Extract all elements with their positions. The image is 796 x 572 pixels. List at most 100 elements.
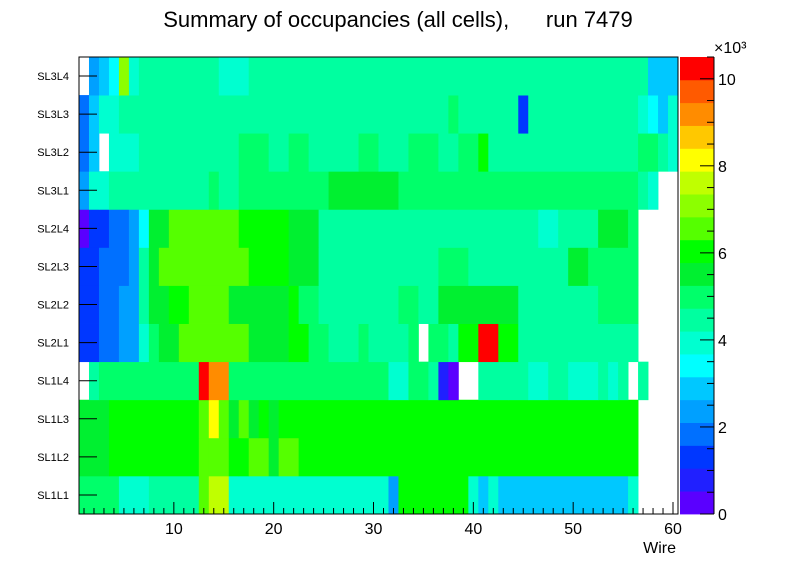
- heatmap-cell: [288, 133, 310, 172]
- heatmap-cell: [518, 171, 539, 210]
- colorbar-band: [680, 171, 714, 195]
- heatmap-cell: [488, 475, 499, 515]
- heatmap-cell: [198, 361, 210, 401]
- heatmap-cell: [428, 323, 449, 363]
- heatmap-cell: [148, 285, 170, 324]
- heatmap-cell: [388, 361, 409, 401]
- heatmap-cell: [238, 171, 329, 210]
- heatmap-cell: [448, 361, 459, 401]
- heatmap-cell: [268, 133, 290, 172]
- heatmap-cell: [108, 209, 130, 248]
- heatmap-cell: [88, 209, 110, 248]
- heatmap-cell: [198, 475, 210, 515]
- heatmap-cell: [248, 437, 270, 477]
- heatmap-cell: [498, 475, 629, 515]
- heatmap-cell: [398, 171, 459, 210]
- chart-title: Summary of occupancies (all cells), run …: [163, 7, 633, 32]
- heatmap-cell: [298, 285, 319, 324]
- heatmap-cell: [398, 475, 469, 515]
- heatmap-cell: [198, 437, 210, 477]
- heatmap-cell: [178, 361, 200, 401]
- y-axis: SL1L1 SL1L2 SL1L3 SL1L4 SL2L1 SL2L2 SL2L3 SL2L4…: [37, 71, 97, 502]
- heatmap-cell: [508, 133, 519, 172]
- heatmap-cell: [408, 361, 429, 401]
- heatmap-cell: [248, 57, 519, 96]
- x-tick-label: 40: [464, 521, 482, 538]
- heatmap-cell: [648, 95, 659, 134]
- heatmap-cell: [518, 95, 529, 134]
- heatmap-cell: [478, 323, 499, 363]
- x-tick-label: 30: [365, 521, 383, 538]
- y-row-label: SL1L4: [37, 376, 69, 388]
- colorbar-band: [680, 308, 714, 332]
- heatmap-cell: [128, 209, 140, 248]
- heatmap-cell: [98, 285, 120, 324]
- y-row-label: SL1L3: [37, 414, 69, 426]
- heatmap-cell: [138, 475, 150, 515]
- colorbar: 0 2 4 6 8 10: [680, 56, 736, 524]
- heatmap-cell: [628, 209, 639, 248]
- heatmap-cell: [188, 475, 200, 515]
- heatmap-cell: [318, 285, 399, 324]
- heatmap-cell: [138, 323, 150, 363]
- colorbar-band: [680, 468, 714, 492]
- colorbar-tick-label: 4: [718, 333, 727, 350]
- y-row-label: SL2L3: [37, 261, 69, 273]
- heatmap-cell: [238, 133, 270, 172]
- y-row-label: SL3L1: [37, 185, 69, 197]
- heatmap-cell: [358, 133, 379, 172]
- y-row-label: SL1L2: [37, 452, 69, 464]
- heatmap-cell: [478, 133, 489, 172]
- heatmap-cell: [628, 475, 639, 515]
- heatmap-cell: [208, 475, 230, 515]
- x-tick-label: 10: [165, 521, 183, 538]
- colorbar-tick-label: 8: [718, 159, 727, 176]
- heatmap-cell: [218, 399, 230, 439]
- heatmap-cell: [218, 171, 240, 210]
- heatmap-cell: [668, 95, 679, 134]
- colorbar-band: [680, 239, 714, 264]
- colorbar-band: [680, 262, 714, 286]
- colorbar-band: [680, 216, 714, 241]
- heatmap-cell: [238, 209, 290, 248]
- heatmap-cell: [638, 361, 649, 401]
- heatmap-cell: [228, 399, 240, 439]
- colorbar-band: [680, 102, 714, 126]
- heatmap-cell: [138, 247, 150, 286]
- colorbar-band: [680, 445, 714, 469]
- heatmap-cell: [558, 171, 639, 210]
- heatmap-cell: [588, 247, 639, 286]
- colorbar-band: [680, 491, 714, 515]
- heatmap-cell: [658, 133, 669, 172]
- heatmap-cell: [408, 323, 419, 363]
- heatmap-cell: [538, 209, 559, 248]
- heatmap-cell: [98, 95, 120, 134]
- heatmap-cell: [208, 399, 220, 439]
- heatmap-cell: [228, 437, 240, 477]
- heatmap-cell: [638, 171, 649, 210]
- heatmap-cell: [458, 95, 519, 134]
- y-row-label: SL3L3: [37, 109, 69, 121]
- heatmap-cell: [288, 209, 319, 248]
- heatmap-cell: [318, 247, 439, 286]
- y-row-label: SL3L4: [37, 71, 69, 83]
- heatmap-cell: [178, 323, 250, 363]
- y-row-label: SL1L1: [37, 490, 69, 502]
- heatmap-cell: [498, 323, 519, 363]
- heatmap-cell: [158, 247, 250, 286]
- heatmap-cell: [448, 209, 539, 248]
- heatmap-cell: [178, 285, 190, 324]
- heatmap-cell: [138, 209, 150, 248]
- heatmap-cell: [488, 133, 509, 172]
- heatmap-cell: [458, 323, 479, 363]
- heatmap-cell: [478, 475, 489, 515]
- heatmap-cell: [388, 475, 399, 515]
- y-row-label: SL2L1: [37, 338, 69, 350]
- colorbar-tick-label: 0: [718, 507, 727, 524]
- heatmap-cell: [118, 285, 130, 324]
- heatmap-cell: [308, 133, 359, 172]
- heatmap-cell: [148, 209, 170, 248]
- heatmap-cell: [618, 361, 629, 401]
- heatmap-cell: [208, 171, 220, 210]
